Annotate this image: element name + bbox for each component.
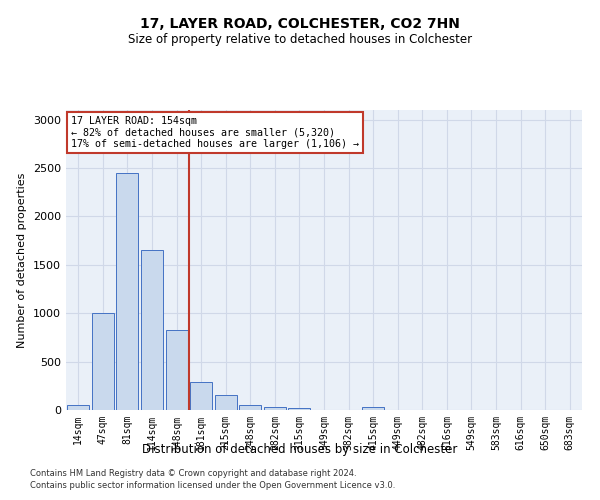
Bar <box>92 313 114 410</box>
Bar <box>166 330 188 410</box>
Text: 17 LAYER ROAD: 154sqm
← 82% of detached houses are smaller (5,320)
17% of semi-d: 17 LAYER ROAD: 154sqm ← 82% of detached … <box>71 116 359 149</box>
Bar <box>67 404 89 410</box>
Y-axis label: Number of detached properties: Number of detached properties <box>17 172 28 348</box>
Bar <box>239 404 262 410</box>
Bar <box>362 407 384 410</box>
Bar <box>289 408 310 410</box>
Bar <box>190 382 212 410</box>
Text: Contains public sector information licensed under the Open Government Licence v3: Contains public sector information licen… <box>30 481 395 490</box>
Bar <box>141 250 163 410</box>
Bar <box>215 396 237 410</box>
Bar <box>264 406 286 410</box>
Bar <box>116 173 139 410</box>
Text: Distribution of detached houses by size in Colchester: Distribution of detached houses by size … <box>142 442 458 456</box>
Text: 17, LAYER ROAD, COLCHESTER, CO2 7HN: 17, LAYER ROAD, COLCHESTER, CO2 7HN <box>140 18 460 32</box>
Text: Contains HM Land Registry data © Crown copyright and database right 2024.: Contains HM Land Registry data © Crown c… <box>30 468 356 477</box>
Text: Size of property relative to detached houses in Colchester: Size of property relative to detached ho… <box>128 32 472 46</box>
